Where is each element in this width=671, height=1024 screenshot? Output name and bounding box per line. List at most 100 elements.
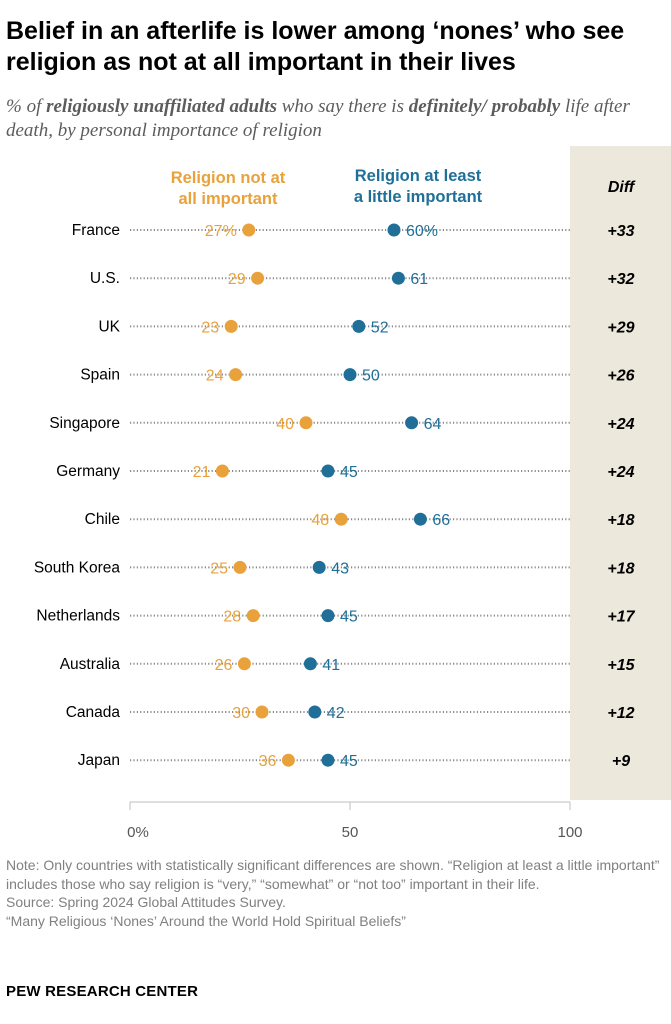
chart-row: Germany 21 45 +24 [56, 463, 634, 481]
dot-not-important [229, 368, 243, 382]
chart-row: Australia 26 41 +15 [60, 656, 636, 674]
x-tick-label: 50 [342, 824, 359, 841]
diff-value: +18 [607, 560, 634, 577]
dot-not-important [281, 753, 295, 767]
country-label: U.S. [90, 270, 120, 287]
dot-important [343, 368, 357, 382]
dot-important [352, 319, 366, 333]
dot-important [303, 657, 317, 671]
country-label: Germany [56, 463, 120, 480]
dot-not-important [224, 319, 238, 333]
chart-row: France 27% 60% +33 [72, 222, 635, 240]
chart-footer: Note: Only countries with statistically … [6, 856, 666, 930]
chart-rows: France 27% 60% +33 U.S. 29 61 +32 UK 23 52 +29 Spain… [34, 222, 636, 770]
country-label: UK [98, 318, 120, 335]
dot-not-important [237, 657, 251, 671]
dot-important [321, 464, 335, 478]
source-note: Source: Spring 2024 Global Attitudes Sur… [6, 894, 286, 910]
country-label: Spain [80, 367, 120, 384]
dot-not-important [255, 705, 269, 719]
diff-value: +32 [607, 271, 634, 288]
diff-value: +26 [607, 368, 634, 385]
chart-row: Spain 24 50 +26 [80, 367, 634, 385]
country-label: Netherlands [36, 608, 120, 625]
dot-important [308, 705, 322, 719]
value-label-not-important: 29 [228, 271, 246, 288]
legend-orange-line-2: all important [178, 190, 278, 208]
dot-important [405, 416, 419, 430]
dot-important [321, 753, 335, 767]
country-label: South Korea [34, 559, 121, 576]
diff-value: +18 [607, 512, 634, 529]
legend-blue-line-1: Religion at least [355, 167, 482, 185]
dot-important [312, 560, 326, 574]
legend-orange-line-1: Religion not at [171, 169, 286, 187]
value-label-not-important: 24 [206, 368, 224, 385]
value-label-not-important: 26 [215, 657, 233, 674]
country-label: Japan [78, 752, 120, 769]
value-label-important: 45 [340, 753, 358, 770]
chart-row: Chile 48 66 +18 [85, 511, 635, 529]
value-label-important: 43 [331, 560, 349, 577]
chart-row: UK 23 52 +29 [98, 318, 634, 336]
value-label-important: 41 [322, 657, 340, 674]
value-label-not-important: 25 [210, 560, 228, 577]
value-label-not-important: 28 [223, 609, 241, 626]
value-label-not-important: 21 [193, 464, 211, 481]
chart-row: Singapore 40 64 +24 [49, 415, 634, 433]
chart-title: Belief in an afterlife is lower among ‘n… [6, 17, 625, 76]
value-label-not-important: 36 [259, 753, 277, 770]
value-label-important: 45 [340, 464, 358, 481]
value-label-not-important: 23 [201, 319, 219, 336]
subtitle-text-3: life after death, by personal importance… [6, 96, 630, 141]
report-title: “Many Religious ‘Nones’ Around the World… [6, 912, 406, 929]
dot-not-important [334, 512, 348, 526]
diff-value: +33 [607, 223, 634, 240]
x-axis-ticks: 0% 50 100 [127, 802, 583, 841]
value-label-important: 42 [327, 705, 345, 722]
subtitle-emphasis-1: religiously unaffiliated adults [46, 96, 277, 117]
x-tick-label: 0% [127, 824, 149, 841]
diff-value: +9 [612, 753, 630, 770]
value-label-important: 45 [340, 609, 358, 626]
diff-value: +12 [607, 705, 634, 722]
dot-not-important [233, 560, 247, 574]
dot-not-important [246, 609, 260, 623]
country-label: Singapore [49, 415, 120, 432]
value-label-important: 52 [371, 319, 389, 336]
dot-not-important [299, 416, 313, 430]
value-label-important: 50 [362, 368, 380, 385]
dot-important [321, 609, 335, 623]
value-label-not-important: 30 [232, 705, 250, 722]
chart-row: Japan 36 45 +9 [78, 752, 630, 770]
country-label: Australia [60, 656, 121, 673]
value-label-important: 60% [406, 223, 438, 240]
country-label: Chile [85, 511, 120, 528]
diff-value: +15 [607, 657, 635, 674]
dot-important [387, 223, 401, 237]
diff-value: +24 [607, 416, 634, 433]
dot-not-important [215, 464, 229, 478]
subtitle-text-2: who say there is [276, 96, 409, 117]
chart-subtitle: % of religiously unaffiliated adults who… [6, 95, 666, 143]
dot-plot-chart: Religion not at all important Religion a… [34, 146, 671, 841]
diff-column-background [570, 146, 671, 800]
subtitle-emphasis-2: definitely/ probably [408, 96, 561, 117]
legend-blue-line-2: a little important [354, 188, 483, 206]
chart-row: Canada 30 42 +12 [66, 704, 635, 722]
chart-row: U.S. 29 61 +32 [90, 270, 635, 288]
country-label: Canada [66, 704, 121, 721]
dot-important [391, 271, 405, 285]
x-tick-label: 100 [557, 824, 582, 841]
dot-not-important [242, 223, 256, 237]
dot-important [413, 512, 427, 526]
value-label-important: 61 [410, 271, 428, 288]
footnote: Note: Only countries with statistically … [6, 857, 660, 892]
value-label-important: 64 [424, 416, 442, 433]
dot-not-important [251, 271, 265, 285]
value-label-not-important: 48 [311, 512, 329, 529]
diff-value: +29 [607, 319, 634, 336]
country-label: France [72, 222, 120, 239]
value-label-important: 66 [432, 512, 450, 529]
value-label-not-important: 27% [205, 223, 237, 240]
